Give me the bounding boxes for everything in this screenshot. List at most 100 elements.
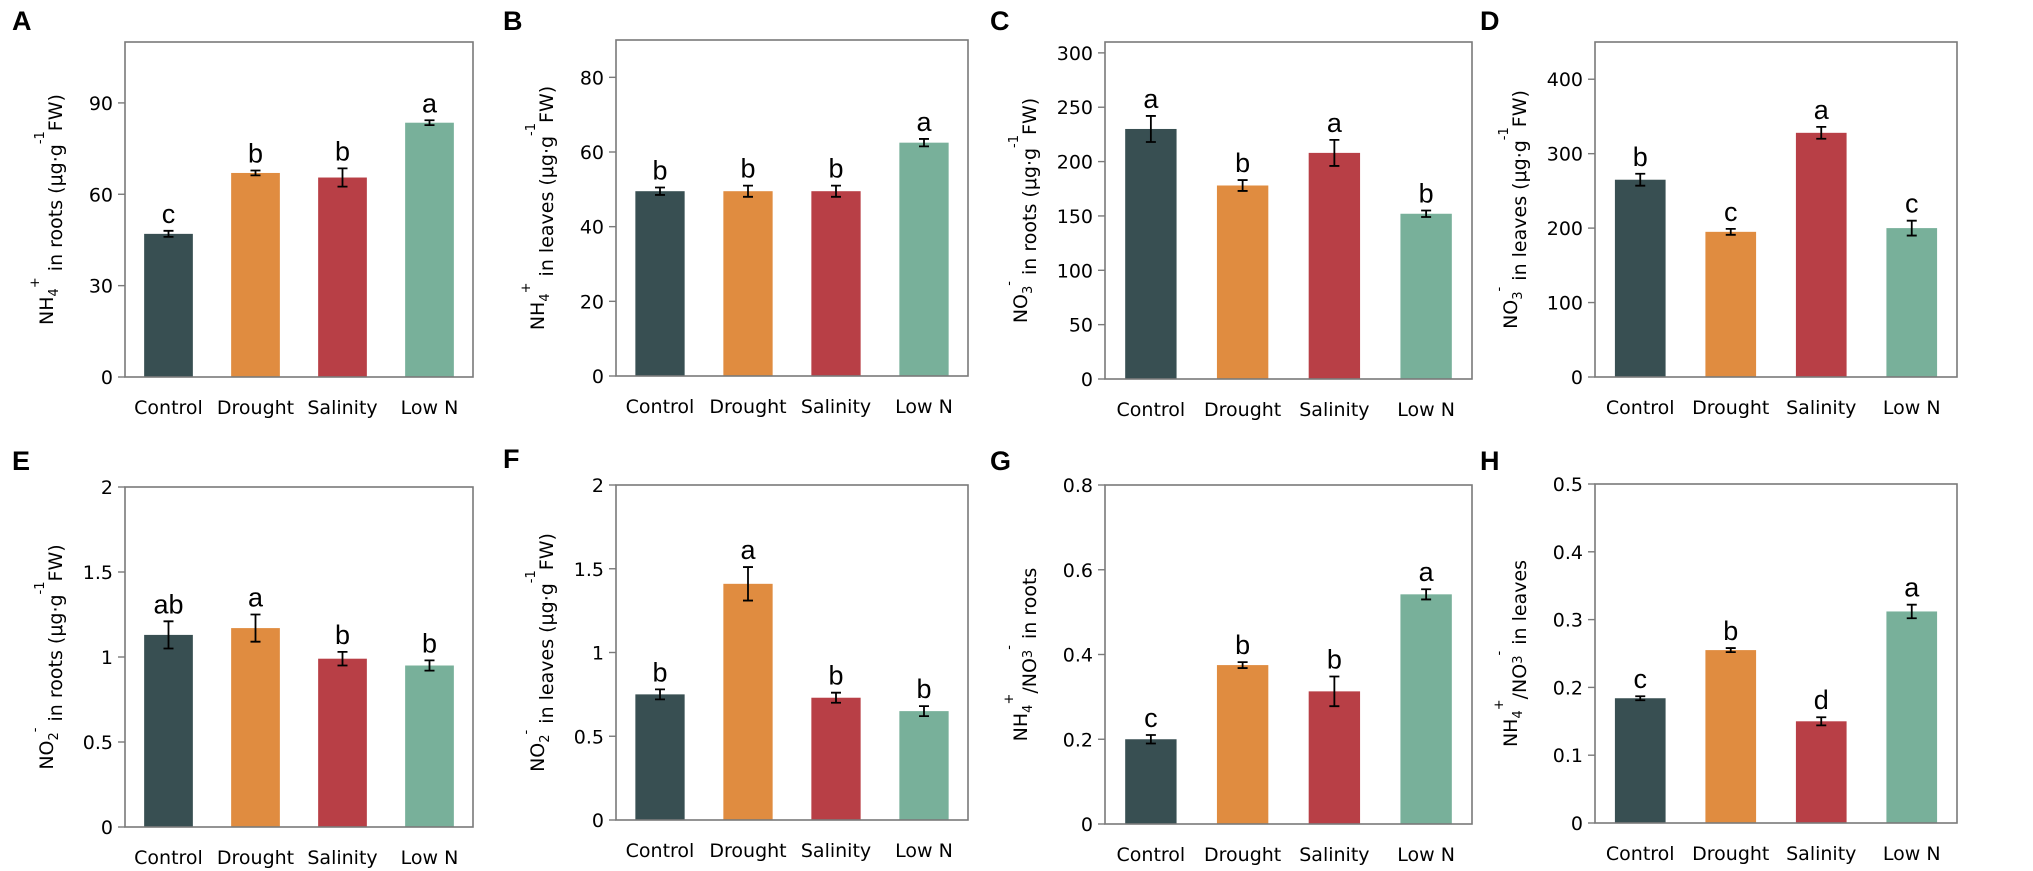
y-tick-label: 0: [101, 367, 113, 389]
y-axis-label: NO2- in roots (μg·g-1FW): [28, 544, 67, 769]
y-tick-label: 0.4: [1063, 645, 1093, 667]
y-axis-label-part: 3: [1021, 286, 1036, 294]
x-tick-label: Low N: [895, 840, 953, 862]
significance-letter: a: [740, 535, 756, 565]
significance-letter: b: [248, 139, 263, 169]
y-axis-label: NH4 + in roots (μg·g-1FW): [28, 94, 67, 325]
bar-drought: [723, 583, 773, 820]
y-tick-label: 1: [592, 643, 604, 665]
y-axis-label-part: FW): [536, 533, 558, 570]
y-axis-label-part: -: [519, 729, 534, 734]
panel-d: Db c a c 0 100 200 300 400 Control Drought Salinity…: [1480, 6, 1958, 419]
panel-letter: A: [12, 6, 32, 36]
bar-control: [1125, 128, 1177, 379]
bar-control: [1614, 179, 1666, 377]
y-axis-label-part: FW): [45, 94, 67, 131]
y-tick-label: 250: [1057, 97, 1093, 119]
x-tick-label: Control: [1606, 843, 1675, 865]
significance-letter: b: [1235, 630, 1250, 660]
y-axis-label-part: NH: [36, 296, 58, 325]
y-axis-label: NH4 + in leaves (μg·g-1FW): [519, 86, 558, 330]
y-axis-label-part: -: [1002, 281, 1017, 286]
bar-low-n: [405, 122, 454, 377]
significance-letter: a: [1143, 84, 1159, 114]
bar-salinity: [318, 177, 367, 377]
y-axis-label-part: NO: [527, 743, 549, 772]
y-axis-label-part: +: [519, 282, 534, 293]
panel-a: Ac b b a 0 30 60 90 Control Drought Salinity Low N N…: [12, 6, 474, 419]
y-tick-label: 0: [101, 817, 113, 839]
significance-letter: a: [1904, 573, 1920, 603]
y-tick-label: 0: [1081, 369, 1093, 391]
y-tick-label: 50: [1069, 315, 1093, 337]
significance-letter: b: [1633, 142, 1648, 172]
bar-drought: [723, 191, 773, 376]
x-tick-label: Control: [134, 847, 203, 869]
y-tick-label: 0.5: [83, 732, 113, 754]
significance-letter: b: [422, 628, 437, 658]
error-bar: [1635, 695, 1646, 702]
x-tick-label: Drought: [1692, 397, 1769, 419]
x-tick-label: Drought: [217, 847, 294, 869]
plot-frame: [615, 39, 969, 377]
panel-letter: D: [1480, 6, 1500, 36]
significance-letter: a: [248, 583, 264, 613]
y-axis-label-part: /NO: [1019, 658, 1041, 694]
y-tick-label: 300: [1057, 43, 1093, 65]
y-axis-label-part: in roots: [1019, 568, 1041, 645]
error-bar: [743, 566, 753, 602]
y-tick-label: 0: [1081, 814, 1093, 836]
error-bar: [831, 184, 841, 198]
y-tick-label: 200: [1547, 218, 1583, 240]
panel-g: Gc b b a 0 0.2 0.4 0.6 0.8 Control Drought Salinity…: [990, 446, 1473, 866]
y-axis-label: NO2- in leaves (μg·g-1FW): [519, 533, 558, 772]
error-bar: [655, 688, 665, 701]
bar-low-n: [1400, 213, 1452, 379]
significance-letter: c: [162, 199, 176, 229]
x-tick-label: Control: [1117, 399, 1186, 421]
significance-letter: c: [1724, 197, 1738, 227]
y-axis-label-part: in leaves (μg·g: [536, 583, 558, 730]
y-axis-label-part: -: [1492, 651, 1507, 656]
y-axis-label-part: NH: [1500, 719, 1522, 748]
bar-drought: [231, 628, 280, 827]
y-axis-label-part: 4: [538, 293, 553, 301]
y-tick-label: 2: [592, 475, 604, 497]
x-tick-label: Low N: [895, 396, 953, 418]
y-axis-label-part: 3: [1021, 650, 1036, 658]
x-tick-label: Low N: [1883, 843, 1941, 865]
x-tick-label: Drought: [709, 396, 786, 418]
bar-drought: [231, 172, 280, 377]
error-bar: [1237, 179, 1248, 192]
y-axis-label-part: NO: [36, 741, 58, 770]
significance-letter: a: [916, 107, 932, 137]
error-bar: [1237, 661, 1248, 669]
x-tick-label: Low N: [1397, 399, 1455, 421]
y-axis-label-part: -1: [33, 131, 48, 144]
x-tick-label: Salinity: [1299, 844, 1369, 866]
y-axis-label-part: FW): [1019, 98, 1041, 135]
y-axis-label-part: in leaves: [1509, 560, 1531, 651]
error-bar: [919, 138, 929, 148]
x-tick-label: Salinity: [1786, 843, 1856, 865]
panel-b: Bb b b a 0 20 40 60 80 Control Drought Salinity Low …: [503, 6, 969, 418]
y-axis-label-part: 2: [47, 732, 62, 740]
y-axis-label-part: +: [1002, 694, 1017, 705]
y-axis-label-part: in roots (μg·g: [45, 144, 67, 277]
bar-low-n: [1886, 611, 1938, 823]
x-tick-label: Low N: [1883, 397, 1941, 419]
bar-drought: [1705, 650, 1757, 823]
y-tick-label: 0.3: [1553, 610, 1583, 632]
error-bar: [1635, 172, 1646, 187]
plot-frame: [1104, 41, 1473, 380]
error-bar: [1906, 219, 1917, 237]
x-tick-label: Salinity: [801, 840, 871, 862]
error-bar: [1906, 603, 1917, 620]
y-tick-label: 0.5: [1553, 474, 1583, 496]
y-tick-label: 0.8: [1063, 475, 1093, 497]
error-bar: [163, 620, 174, 650]
y-tick-label: 80: [580, 67, 604, 89]
bar-low-n: [899, 711, 949, 820]
x-tick-label: Low N: [1397, 844, 1455, 866]
x-tick-label: Drought: [709, 840, 786, 862]
